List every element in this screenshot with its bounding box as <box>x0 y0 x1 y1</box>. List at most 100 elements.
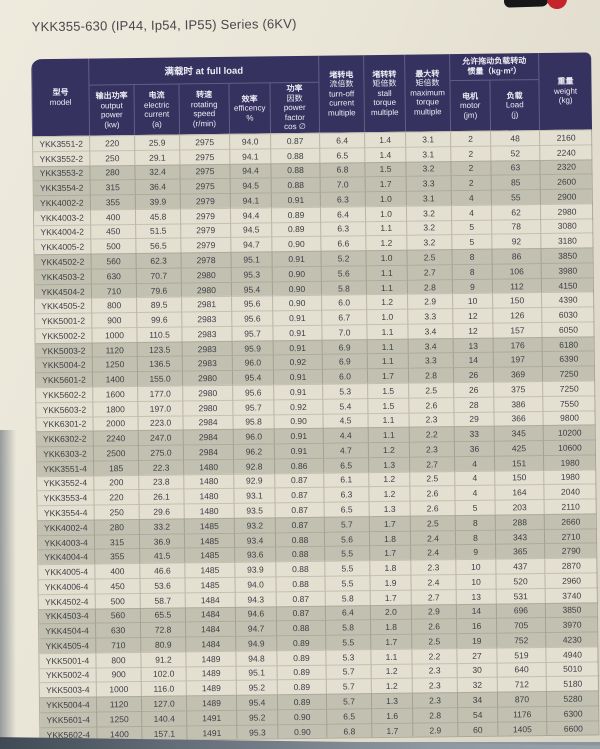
cell-inertia-load: 870 <box>496 691 547 707</box>
cell-inertia-motor: 5 <box>454 499 495 516</box>
cell-efficiency: 94.0 <box>234 576 276 592</box>
cell-inertia-motor: 32 <box>456 676 497 693</box>
cell-locked-current: 6.8 <box>326 722 372 739</box>
cell-speed: 1484 <box>185 635 236 652</box>
cell-weight: 4390 <box>541 291 595 308</box>
cell-output-power: 2000 <box>92 415 138 431</box>
cell-speed: 2975 <box>179 133 230 150</box>
cell-model: YKK4504-2 <box>34 283 92 299</box>
cell-locked-current: 6.6 <box>320 235 366 251</box>
cell-weight: 3970 <box>544 616 599 633</box>
cell-power-factor: 0.90 <box>277 723 327 739</box>
cell-weight: 5010 <box>545 660 599 677</box>
cell-speed: 1485 <box>184 576 235 593</box>
cell-stall-torque: 1.1 <box>365 264 407 280</box>
cell-efficiency: 95.8 <box>232 413 274 430</box>
cell-inertia-motor: 33 <box>453 425 494 442</box>
cell-speed: 2979 <box>179 207 231 224</box>
cell-locked-current: 6.3 <box>320 220 366 237</box>
cell-weight: 5280 <box>545 690 600 706</box>
cell-power-factor: 0.89 <box>270 206 321 222</box>
cell-inertia-load: 752 <box>496 632 546 648</box>
col-header-efficiency: 效率 efficency% <box>228 83 271 134</box>
cell-inertia-motor: 4 <box>454 455 495 471</box>
cell-current: 36.4 <box>134 178 180 195</box>
cell-stall-torque: 1.8 <box>369 618 412 635</box>
cell-locked-current: 5.7 <box>325 693 372 709</box>
cell-locked-current: 5.6 <box>320 265 366 281</box>
cell-efficiency: 95.1 <box>235 664 277 681</box>
cell-inertia-motor: 12 <box>452 307 493 324</box>
cell-speed: 2979 <box>180 237 231 253</box>
cell-max-torque: 2.8 <box>407 367 454 383</box>
cell-output-power: 250 <box>93 504 139 520</box>
cell-model: YKK5001-2 <box>35 312 92 329</box>
cell-weight: 10200 <box>542 424 596 441</box>
cell-model: YKK4005-2 <box>34 238 91 255</box>
cell-stall-torque: 1.5 <box>367 382 409 398</box>
cell-speed: 2984 <box>182 414 233 430</box>
cell-inertia-motor: 13 <box>452 337 493 353</box>
cell-stall-torque: 2.0 <box>369 604 411 620</box>
cell-inertia-load: 112 <box>491 277 542 294</box>
cell-efficiency: 95.2 <box>235 679 277 695</box>
cell-inertia-load: 519 <box>496 646 546 663</box>
cell-output-power: 500 <box>94 592 140 609</box>
brand-dot-icon <box>547 0 567 9</box>
cell-model: YKK4004-4 <box>38 548 95 565</box>
cell-inertia-load: 92 <box>491 233 541 249</box>
cell-power-factor: 0.91 <box>272 324 322 341</box>
cell-speed: 2980 <box>180 266 231 283</box>
cell-stall-torque: 1.1 <box>367 426 409 443</box>
cell-current: 33.2 <box>138 518 184 534</box>
table-header: 满载时 at full load 允许拖动负载转动 惯量（kg·m²） 型号 mo… <box>31 52 593 137</box>
cell-inertia-motor: 4 <box>454 485 495 501</box>
cell-power-factor: 0.87 <box>274 472 324 488</box>
cell-efficiency: 94.7 <box>235 620 277 636</box>
cell-inertia-load: 345 <box>493 425 543 441</box>
col-header-output-power: 输出功率 output power (kw) <box>88 85 135 136</box>
col-header-speed: 转速 rotating speed (r/min) <box>178 83 230 135</box>
cell-weight: 2320 <box>539 158 593 175</box>
cell-power-factor: 0.92 <box>272 354 322 370</box>
cell-inertia-load: 157 <box>492 322 542 338</box>
cell-max-torque: 3.1 <box>405 145 451 162</box>
cell-max-torque: 3.2 <box>405 160 451 176</box>
cell-max-torque: 2.7 <box>409 455 455 472</box>
cell-output-power: 1800 <box>92 400 138 417</box>
cell-speed: 1489 <box>185 694 237 711</box>
cell-locked-current: 7.0 <box>321 324 367 340</box>
cell-stall-torque: 1.0 <box>366 308 408 325</box>
cell-output-power: 315 <box>93 533 140 549</box>
cell-speed: 1489 <box>185 665 236 681</box>
cell-stall-torque: 1.3 <box>370 692 413 709</box>
cell-model: YKK6303-2 <box>36 445 94 462</box>
cell-current: 80.9 <box>140 636 186 652</box>
cell-model: YKK5004-2 <box>35 357 92 373</box>
cell-speed: 2980 <box>181 370 233 386</box>
cell-power-factor: 0.89 <box>271 221 321 237</box>
cell-current: 62.3 <box>135 252 181 268</box>
cell-speed: 2981 <box>181 296 232 312</box>
cell-model: YKK3552-2 <box>33 150 90 166</box>
cell-model: YKK5601-4 <box>40 711 97 727</box>
cell-inertia-motor: 26 <box>452 366 494 383</box>
cell-inertia-load: 705 <box>495 617 546 633</box>
cell-weight: 3740 <box>544 587 598 603</box>
col-header-inertia-load: 负载 Load (j) <box>489 80 540 131</box>
cell-max-torque: 2.8 <box>406 278 453 295</box>
cell-locked-current: 4.7 <box>322 442 369 458</box>
motor-spec-table: 满载时 at full load 允许拖动负载转动 惯量（kg·m²） 型号 mo… <box>31 52 600 743</box>
cell-stall-torque: 1.1 <box>365 220 407 236</box>
cell-inertia-load: 150 <box>492 292 542 308</box>
cell-speed: 1480 <box>183 458 234 475</box>
cell-current: 26.1 <box>138 488 184 505</box>
cell-power-factor: 0.87 <box>274 516 324 532</box>
cell-efficiency: 94.0 <box>229 133 271 149</box>
cell-power-factor: 0.91 <box>273 442 324 459</box>
cell-inertia-motor: 13 <box>455 588 496 604</box>
cell-weight: 4940 <box>545 646 599 662</box>
cell-speed: 2983 <box>181 355 232 371</box>
cell-inertia-load: 531 <box>495 587 545 604</box>
cell-power-factor: 0.89 <box>276 679 326 695</box>
